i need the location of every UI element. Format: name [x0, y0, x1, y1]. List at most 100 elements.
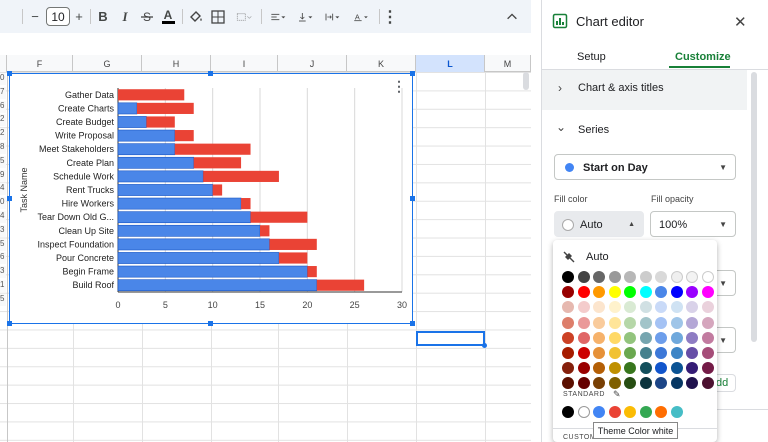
- color-swatch[interactable]: [639, 377, 652, 390]
- add-button[interactable]: dd: [714, 374, 736, 392]
- column-header[interactable]: H: [142, 55, 211, 72]
- panel-scrollbar[interactable]: [751, 72, 757, 342]
- section-series[interactable]: ⌄ Series: [556, 120, 610, 136]
- resize-handle[interactable]: [410, 196, 415, 201]
- fill-color-icon[interactable]: [188, 4, 204, 29]
- resize-handle[interactable]: [410, 321, 415, 326]
- row-number[interactable]: 4: [0, 211, 6, 223]
- color-swatch[interactable]: [670, 316, 683, 329]
- color-swatch[interactable]: [593, 331, 605, 344]
- color-swatch[interactable]: [655, 286, 667, 299]
- color-swatch[interactable]: [686, 377, 698, 390]
- merge-cells-icon[interactable]: [232, 4, 256, 29]
- horizontal-align-icon[interactable]: [266, 4, 290, 29]
- close-icon[interactable]: ✕: [734, 14, 747, 31]
- color-swatch[interactable]: [593, 286, 605, 299]
- color-swatch[interactable]: [624, 301, 636, 314]
- color-swatch[interactable]: [577, 301, 590, 314]
- color-swatch[interactable]: [624, 316, 636, 329]
- row-number[interactable]: 1: [0, 280, 6, 292]
- pencil-icon[interactable]: ✎: [613, 389, 621, 399]
- color-swatch[interactable]: [608, 362, 621, 375]
- color-swatch[interactable]: [639, 362, 652, 375]
- color-swatch[interactable]: [624, 377, 636, 390]
- bold-button[interactable]: B: [98, 9, 108, 24]
- section-chart-axis-titles[interactable]: › Chart & axis titles: [542, 70, 747, 110]
- column-header[interactable]: I: [211, 55, 278, 72]
- color-swatch[interactable]: [577, 286, 590, 299]
- text-rotation-icon[interactable]: A: [348, 4, 374, 29]
- color-swatch[interactable]: [624, 362, 636, 375]
- color-swatch[interactable]: [686, 331, 698, 344]
- color-swatch[interactable]: [608, 347, 621, 359]
- color-swatch[interactable]: [577, 331, 590, 344]
- color-swatch[interactable]: [577, 377, 590, 390]
- color-swatch[interactable]: [624, 271, 636, 283]
- resize-handle[interactable]: [7, 321, 12, 326]
- color-swatch[interactable]: [670, 331, 683, 344]
- color-swatch[interactable]: [562, 316, 574, 329]
- row-number[interactable]: 2: [0, 128, 6, 141]
- row-number[interactable]: 0: [0, 197, 6, 210]
- color-swatch[interactable]: [701, 331, 714, 344]
- standard-color-swatch[interactable]: [608, 406, 621, 418]
- selected-cell[interactable]: [416, 331, 485, 346]
- color-swatch[interactable]: [562, 331, 574, 344]
- color-swatch[interactable]: [577, 347, 590, 359]
- resize-handle[interactable]: [410, 71, 415, 76]
- color-swatch[interactable]: [639, 301, 652, 314]
- tab-setup[interactable]: Setup: [577, 51, 606, 63]
- color-swatch[interactable]: [639, 286, 652, 299]
- color-swatch[interactable]: [608, 271, 621, 283]
- color-swatch[interactable]: [686, 271, 698, 283]
- color-swatch[interactable]: [562, 347, 574, 359]
- color-swatch[interactable]: [608, 301, 621, 314]
- color-swatch[interactable]: [593, 301, 605, 314]
- vertical-scrollbar[interactable]: [523, 72, 529, 90]
- color-swatch[interactable]: [670, 271, 683, 283]
- fill-handle[interactable]: [482, 343, 487, 348]
- color-swatch[interactable]: [670, 286, 683, 299]
- fill-opacity-dropdown[interactable]: 100% ▼: [650, 211, 736, 237]
- column-header-selected[interactable]: L: [416, 55, 485, 72]
- row-number[interactable]: 5: [0, 155, 6, 168]
- color-swatch[interactable]: [701, 301, 714, 314]
- color-swatch[interactable]: [686, 347, 698, 359]
- vertical-align-icon[interactable]: [293, 4, 317, 29]
- color-swatch[interactable]: [655, 331, 667, 344]
- color-swatch[interactable]: [577, 316, 590, 329]
- color-swatch[interactable]: [655, 271, 667, 283]
- color-swatch[interactable]: [701, 377, 714, 390]
- color-swatch[interactable]: [608, 316, 621, 329]
- color-swatch[interactable]: [670, 301, 683, 314]
- color-swatch[interactable]: [686, 301, 698, 314]
- column-header[interactable]: M: [485, 55, 531, 72]
- color-swatch[interactable]: [608, 286, 621, 299]
- color-swatch[interactable]: [562, 362, 574, 375]
- color-swatch[interactable]: [701, 271, 714, 283]
- color-swatch[interactable]: [670, 362, 683, 375]
- color-swatch[interactable]: [593, 347, 605, 359]
- row-number[interactable]: 3: [0, 224, 6, 237]
- color-swatch[interactable]: [562, 271, 574, 283]
- color-swatch[interactable]: [701, 347, 714, 359]
- color-swatch[interactable]: [670, 347, 683, 359]
- row-number[interactable]: 6: [0, 252, 6, 265]
- color-swatch[interactable]: [686, 362, 698, 375]
- row-number[interactable]: 3: [0, 266, 6, 279]
- color-swatch[interactable]: [562, 286, 574, 299]
- standard-color-swatch[interactable]: [624, 406, 636, 418]
- strikethrough-icon[interactable]: S: [139, 4, 155, 29]
- column-header[interactable]: K: [347, 55, 416, 72]
- row-number[interactable]: 9: [0, 169, 6, 182]
- color-swatch[interactable]: [577, 271, 590, 283]
- hidden-dropdown[interactable]: ▼: [714, 327, 736, 353]
- color-swatch[interactable]: [608, 377, 621, 390]
- color-swatch[interactable]: [608, 331, 621, 344]
- standard-color-swatch[interactable]: [562, 406, 574, 418]
- collapse-toolbar-icon[interactable]: [505, 4, 519, 29]
- text-color-button[interactable]: A: [160, 4, 176, 29]
- row-number[interactable]: 2: [0, 114, 6, 127]
- chart-menu-icon[interactable]: ⋮: [392, 78, 406, 94]
- standard-color-swatch[interactable]: [639, 406, 652, 418]
